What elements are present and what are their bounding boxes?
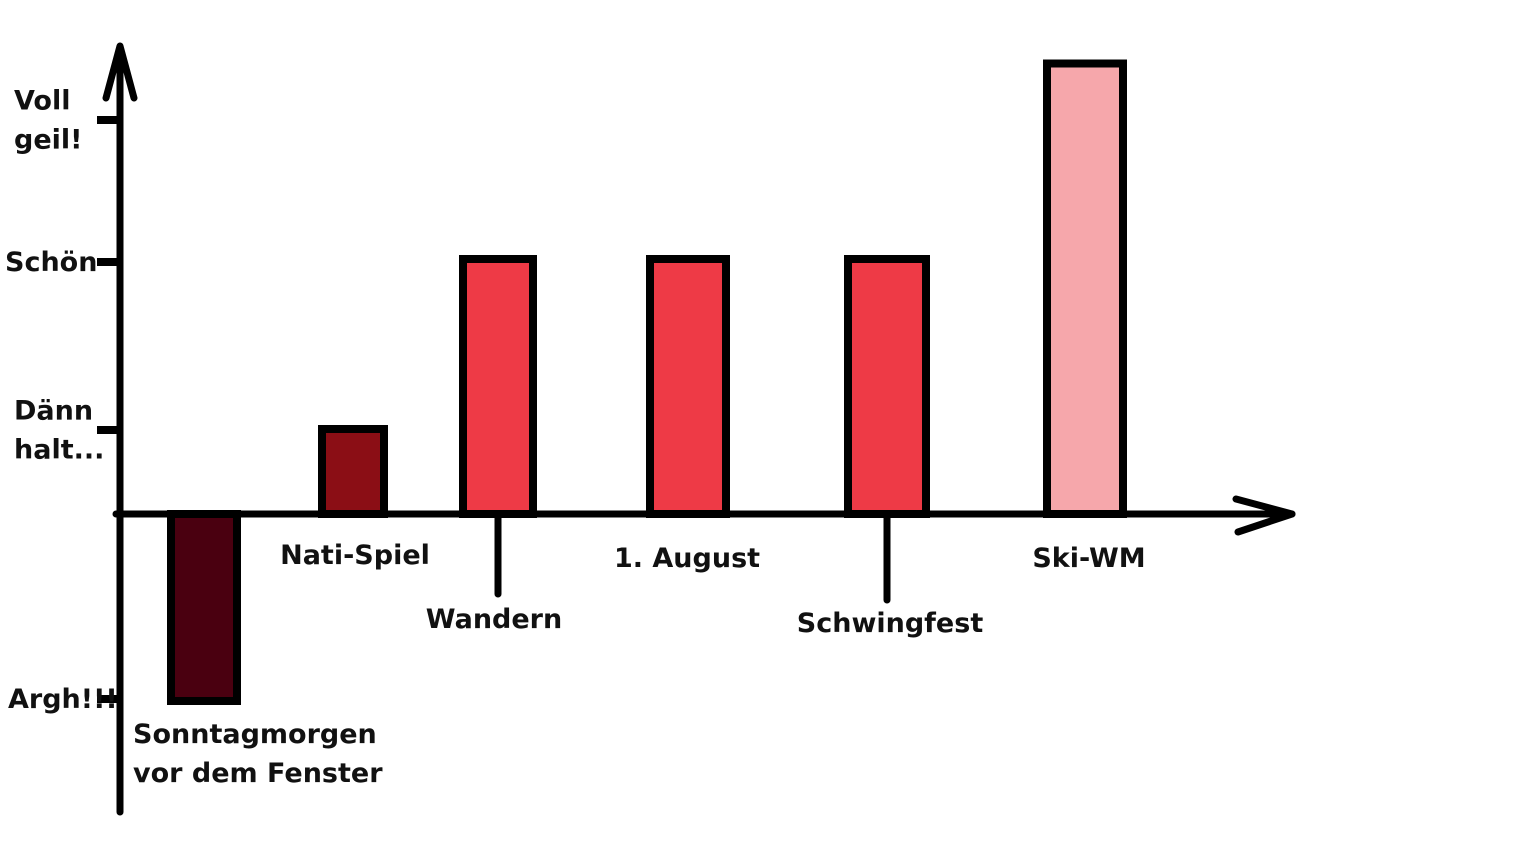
y-tick-label-3: Voll geil!: [14, 86, 82, 156]
y-tick-label-2: Schön: [5, 247, 97, 278]
bar-5: [1043, 59, 1127, 518]
y-tick-label-0: Argh!!!: [8, 684, 118, 715]
category-label-3: 1. August: [614, 543, 760, 574]
labels-layer: Argh!!! Dänn halt... Schön Voll geil! Sonntagm…: [5, 86, 1146, 790]
bar-1: [318, 425, 388, 518]
bar-2: [459, 255, 537, 518]
category-label-1: Nati-Spiel: [280, 540, 430, 571]
axes-layer: [97, 42, 1296, 816]
category-label-4: Schwingfest: [797, 608, 984, 639]
bar-4: [844, 255, 930, 518]
category-label-5: Ski-WM: [1032, 543, 1145, 574]
y-axis-arrowhead: [102, 42, 138, 102]
bar-3: [646, 255, 730, 518]
category-label-0: Sonntagmorgen vor dem Fenster: [133, 719, 383, 789]
x-axis-arrowhead: [1232, 495, 1296, 536]
y-tick-label-1: Dänn halt...: [14, 396, 104, 466]
bars-layer: [167, 59, 1127, 705]
category-label-2: Wandern: [426, 604, 562, 635]
bar-0: [167, 510, 241, 705]
